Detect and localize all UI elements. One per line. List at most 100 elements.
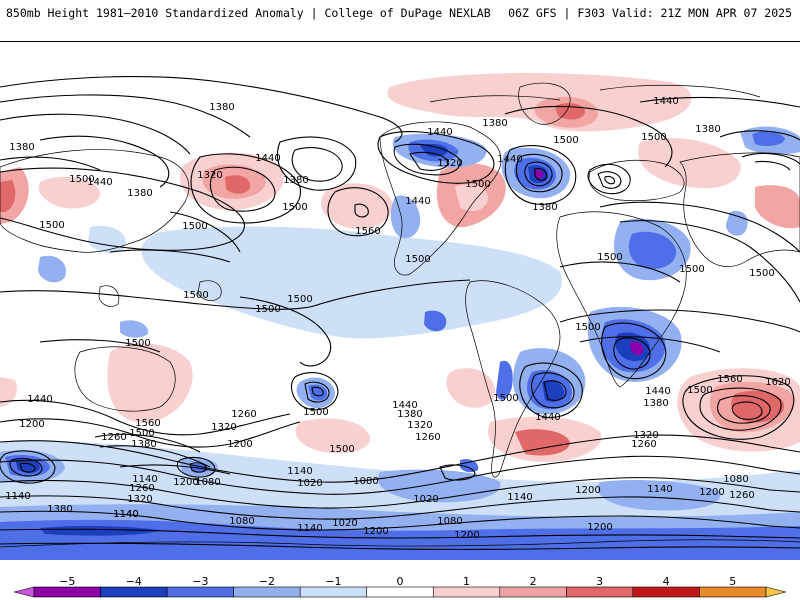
contour-label: 1560 [135, 418, 160, 429]
contour-label: 1380 [9, 142, 34, 153]
colorbar-segment [100, 586, 168, 598]
contour-label: 1500 [129, 428, 154, 439]
contour-label: 1500 [687, 385, 712, 396]
coastline-australia [74, 346, 176, 412]
colorbar-segment [566, 586, 634, 598]
contour-label: 1200 [19, 419, 44, 430]
colorbar-tick-label: −2 [258, 575, 276, 588]
coastline-antarctica [0, 539, 800, 548]
contour-label: 1380 [643, 398, 668, 409]
contour-label: 1500 [575, 322, 600, 333]
map-title: 850mb Height 1981–2010 Standardized Anom… [6, 6, 491, 20]
coastline-europe [588, 159, 685, 202]
contour-south-america-low [519, 362, 583, 418]
contour-label: 1320 [211, 422, 236, 433]
contour-label: 1500 [329, 444, 354, 455]
contour-label: 1440 [405, 196, 430, 207]
colorbar-segment [299, 586, 368, 598]
contour-label: 1140 [287, 466, 312, 477]
contour-label: 1440 [27, 394, 52, 405]
contour-low-atlantic [504, 145, 577, 205]
colorbar-tick-label: 2 [529, 575, 537, 588]
contour-label: 1200 [575, 485, 600, 496]
colorbar-segment [366, 586, 434, 598]
colorbar-tick-label: 1 [463, 575, 471, 588]
contour-label: 1500 [282, 202, 307, 213]
coastline-africa [556, 211, 687, 388]
contour-label: 1380 [127, 188, 152, 199]
contour-label: 1440 [255, 153, 280, 164]
contour-label: 1200 [454, 530, 479, 541]
anomaly-map: 1380 1380 1440 1320 1440 1380 1380 1500 … [0, 72, 800, 560]
contour-label: 1380 [695, 124, 720, 135]
colorbar-tick-label: −5 [59, 575, 76, 588]
contour-1620-high [682, 375, 795, 440]
contour-label: 1140 [132, 474, 157, 485]
contour-label: 1500 [287, 294, 312, 305]
contour-label: 1500 [641, 132, 666, 143]
run-valid-time: 06Z GFS | F303 Valid: 21Z MON APR 07 202… [508, 6, 792, 20]
contour-1440-low-pacific [276, 136, 357, 191]
contour-label: 1440 [653, 96, 678, 107]
contour-label: 1440 [392, 400, 417, 411]
contour-label: 1500 [183, 290, 208, 301]
coastlines [0, 82, 800, 548]
anomaly-positive-pacific-east [321, 183, 393, 230]
contour-label: 1320 [633, 430, 658, 441]
contour-1380-arctic [0, 76, 403, 143]
colorbar-tick-label: −4 [125, 575, 142, 588]
map-panel: 1380 1380 1440 1320 1440 1380 1380 1500 … [0, 41, 800, 560]
header: 850mb Height 1981–2010 Standardized Anom… [0, 0, 800, 34]
colorbar: −5 −4 −3 −2 −1 0 1 2 3 4 5 [0, 566, 800, 600]
contour-label: 1080 [723, 474, 748, 485]
contour-label: 1440 [87, 177, 112, 188]
contour-label: 1320 [437, 158, 462, 169]
contour-label: 1080 [195, 477, 220, 488]
contour-label: 1080 [353, 476, 378, 487]
contour-label: 1380 [283, 175, 308, 186]
contour-label: 1440 [535, 412, 560, 423]
contour-label: 1440 [497, 154, 522, 165]
contour-label: 1260 [729, 490, 754, 501]
contour-label: 1380 [482, 118, 507, 129]
contour-label: 1020 [297, 478, 322, 489]
colorbar-tick-label: 0 [396, 575, 404, 588]
contour-label: 1500 [749, 268, 774, 279]
contour-arctic-low [377, 131, 495, 184]
contour-label: 1560 [355, 226, 380, 237]
contour-label: 1380 [397, 409, 422, 420]
contour-label: 1200 [363, 526, 388, 537]
contour-label: 1380 [532, 202, 557, 213]
contour-label: 1080 [437, 516, 462, 527]
colorbar-tick-label: −3 [192, 575, 209, 588]
colorbar-segment [33, 586, 101, 598]
anomaly-positive-south-pacific [107, 343, 193, 423]
anomaly-positive-europe [638, 138, 741, 189]
coastline-south-america [465, 280, 561, 478]
contour-label: 1380 [131, 439, 156, 450]
contour-label: 1500 [679, 264, 704, 275]
colorbar-segment [166, 586, 234, 598]
contour-south-pacific-low [290, 372, 339, 411]
colorbar-tick-label: −1 [325, 575, 342, 588]
contour-label: 1560 [717, 374, 742, 385]
contour-label: 1320 [127, 494, 152, 505]
contour-label: 1500 [465, 179, 490, 190]
contour-label: 1500 [125, 338, 150, 349]
colorbar-tick-label: 5 [729, 575, 737, 588]
contour-label: 1620 [765, 377, 790, 388]
colorbar-segment [432, 586, 501, 598]
contour-labels: 1380 1380 1440 1320 1440 1380 1380 1500 … [5, 96, 790, 541]
contour-label: 1500 [553, 135, 578, 146]
contour-label: 1140 [113, 509, 138, 520]
contour-label: 1500 [493, 393, 518, 404]
contour-label: 1200 [699, 487, 724, 498]
contour-label: 1500 [182, 221, 207, 232]
contour-label: 1260 [631, 439, 656, 450]
colorbar-segment [699, 586, 767, 598]
contour-label: 1260 [129, 483, 154, 494]
anomaly-positive-arctic [387, 72, 692, 132]
contour-label: 1500 [39, 220, 64, 231]
contour-label: 1500 [303, 407, 328, 418]
contour-label: 1140 [507, 492, 532, 503]
